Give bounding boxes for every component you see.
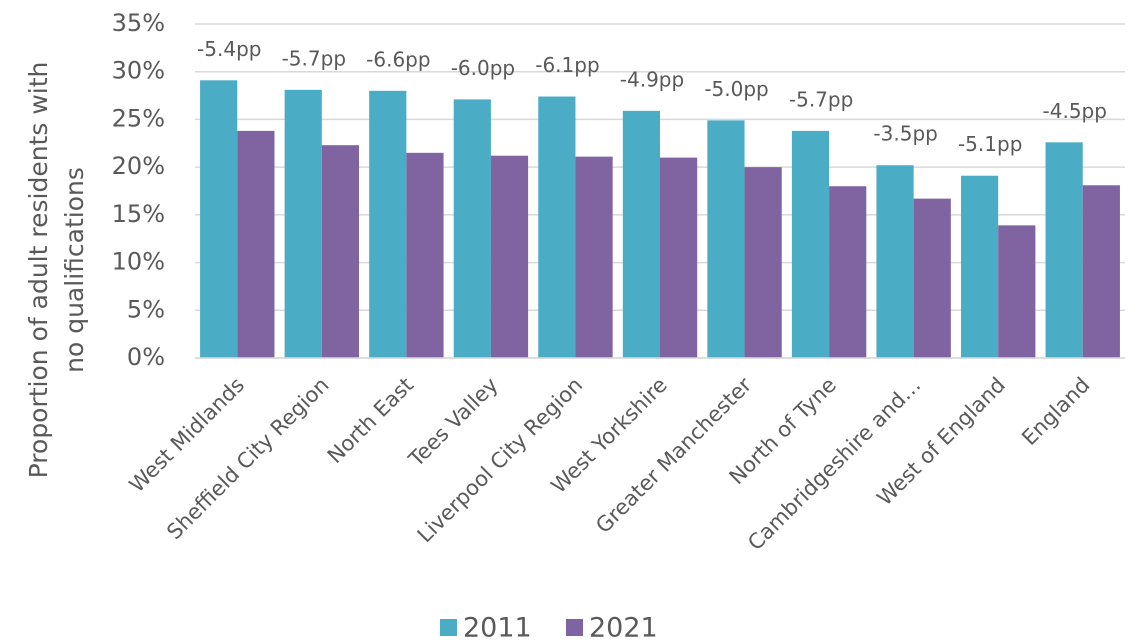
x-tick-label: Liverpool City Region — [413, 373, 588, 548]
bar — [1045, 142, 1083, 358]
annotation: -5.7pp — [789, 87, 853, 111]
bar — [369, 90, 407, 359]
y-tick-label: 30% — [112, 57, 165, 85]
bar — [453, 99, 491, 358]
bar — [960, 175, 999, 358]
y-axis-label: Proportion of adult residents with — [24, 62, 53, 479]
bar — [876, 165, 914, 358]
y-tick-label: 0% — [127, 343, 165, 371]
annotation: -4.9pp — [620, 67, 684, 91]
y-tick-label: 15% — [112, 200, 165, 228]
bar — [998, 225, 1036, 358]
bar — [575, 156, 613, 358]
legend-swatch — [440, 619, 457, 636]
x-tick-label: England — [1017, 373, 1094, 450]
bar — [791, 130, 830, 358]
bar — [200, 80, 238, 358]
bar — [913, 198, 951, 358]
bar — [622, 110, 660, 358]
bar — [744, 167, 782, 358]
x-tick-label: Sheffield City Region — [162, 373, 333, 544]
legend-swatch — [566, 619, 583, 636]
bar — [1082, 185, 1120, 358]
y-tick-label: 35% — [112, 9, 165, 37]
annotation: -6.0pp — [451, 56, 515, 80]
annotation: -5.1pp — [958, 132, 1022, 156]
annotation: -5.4pp — [197, 37, 261, 61]
y-axis-label: no qualifications — [60, 167, 89, 373]
x-tick-label: Greater Manchester — [591, 373, 756, 538]
annotation: -5.0pp — [704, 77, 768, 101]
bar — [829, 186, 867, 358]
bar — [406, 152, 444, 358]
bar — [284, 89, 322, 359]
y-tick-label: 10% — [112, 248, 165, 276]
y-tick-label: 25% — [112, 104, 165, 132]
x-tick-label: Cambridgeshire and… — [743, 373, 925, 555]
bar — [660, 157, 698, 358]
bar — [490, 155, 529, 358]
legend-label: 2011 — [463, 613, 532, 643]
y-tick-label: 20% — [112, 152, 165, 180]
bar — [707, 120, 745, 358]
annotation: -4.5pp — [1043, 99, 1107, 123]
bar — [538, 96, 576, 359]
annotation: -6.1pp — [535, 53, 599, 77]
annotation: -5.7pp — [282, 46, 346, 70]
y-tick-label: 5% — [127, 295, 165, 323]
annotation: -3.5pp — [873, 122, 937, 146]
legend-label: 2021 — [589, 613, 658, 643]
bar — [321, 145, 360, 358]
annotation: -6.6pp — [366, 47, 430, 71]
bar — [237, 130, 275, 358]
